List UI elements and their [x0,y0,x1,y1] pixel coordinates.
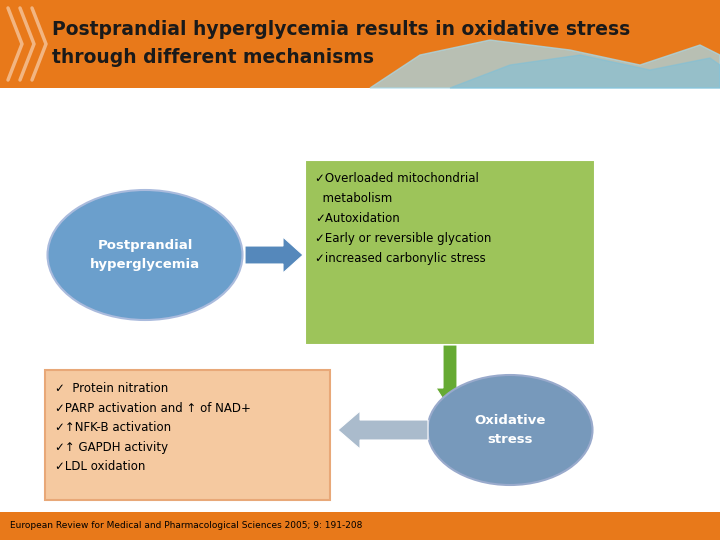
Text: through different mechanisms: through different mechanisms [52,48,374,67]
FancyArrow shape [338,411,428,449]
FancyBboxPatch shape [305,160,595,345]
Ellipse shape [428,375,593,485]
FancyBboxPatch shape [0,512,720,540]
FancyBboxPatch shape [45,370,330,500]
Text: Oxidative
stress: Oxidative stress [474,414,546,446]
Polygon shape [370,40,720,88]
Text: ✓Overloaded mitochondrial
  metabolism
✓Autoxidation
✓Early or reversible glycat: ✓Overloaded mitochondrial metabolism ✓Au… [315,172,491,265]
Polygon shape [450,55,720,88]
Text: ✓  Protein nitration
✓PARP activation and ↑ of NAD+
✓↑NFK-B activation
✓↑ GAPDH : ✓ Protein nitration ✓PARP activation and… [55,382,251,473]
FancyArrow shape [245,237,303,273]
Text: European Review for Medical and Pharmacological Sciences 2005; 9: 191-208: European Review for Medical and Pharmaco… [10,522,362,530]
Text: Postprandial hyperglycemia results in oxidative stress: Postprandial hyperglycemia results in ox… [52,20,630,39]
FancyBboxPatch shape [0,0,720,88]
Text: Postprandial
hyperglycemia: Postprandial hyperglycemia [90,239,200,271]
Ellipse shape [48,190,243,320]
FancyBboxPatch shape [0,85,720,540]
FancyArrow shape [436,345,464,410]
